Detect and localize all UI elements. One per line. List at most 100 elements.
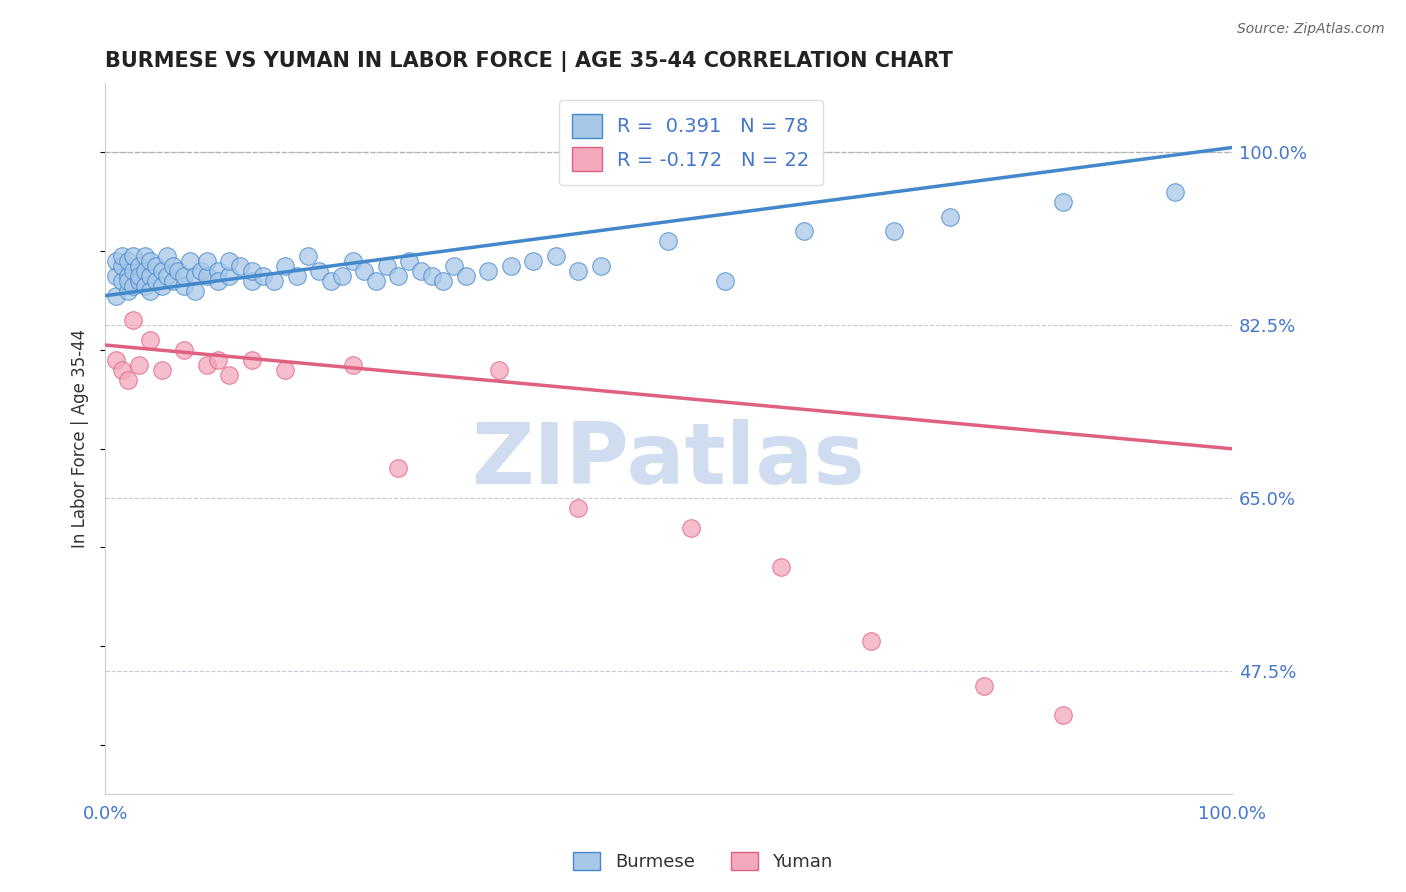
Point xyxy=(263,274,285,288)
Legend: Burmese, Yuman: Burmese, Yuman xyxy=(567,845,839,879)
Point xyxy=(122,249,145,263)
Point xyxy=(353,264,375,278)
Point xyxy=(207,274,229,288)
Point xyxy=(218,368,240,382)
Point xyxy=(488,362,510,376)
Point xyxy=(589,259,612,273)
Point xyxy=(134,278,156,293)
Point xyxy=(308,264,330,278)
Point xyxy=(274,362,297,376)
Point xyxy=(195,254,218,268)
Point xyxy=(105,254,128,268)
Point xyxy=(128,259,150,273)
Point xyxy=(122,278,145,293)
Point xyxy=(567,500,589,515)
Point xyxy=(207,352,229,367)
Point xyxy=(375,259,398,273)
Point xyxy=(567,264,589,278)
Point xyxy=(117,373,139,387)
Point xyxy=(319,274,342,288)
Point xyxy=(387,268,409,283)
Point xyxy=(342,358,364,372)
Point xyxy=(128,274,150,288)
Point xyxy=(179,254,201,268)
Point xyxy=(128,358,150,372)
Point xyxy=(409,264,432,278)
Point xyxy=(443,259,465,273)
Point xyxy=(420,268,443,283)
Point xyxy=(285,268,308,283)
Point xyxy=(139,254,162,268)
Point xyxy=(156,249,179,263)
Point xyxy=(793,225,815,239)
Point xyxy=(190,264,212,278)
Point xyxy=(432,274,454,288)
Point xyxy=(111,249,134,263)
Point xyxy=(117,254,139,268)
Point xyxy=(122,264,145,278)
Point xyxy=(117,268,139,283)
Point xyxy=(218,268,240,283)
Point xyxy=(657,235,679,249)
Point xyxy=(105,288,128,302)
Point xyxy=(111,362,134,376)
Point xyxy=(713,274,735,288)
Point xyxy=(1164,185,1187,199)
Point xyxy=(387,461,409,475)
Point xyxy=(184,268,207,283)
Point xyxy=(477,264,499,278)
Point xyxy=(364,274,387,288)
Point xyxy=(150,362,173,376)
Point xyxy=(499,259,522,273)
Point xyxy=(167,264,190,278)
Point xyxy=(117,284,139,298)
Point xyxy=(173,343,195,357)
Point xyxy=(522,254,544,268)
Point xyxy=(229,259,252,273)
Point xyxy=(1052,194,1074,209)
Point xyxy=(139,333,162,347)
Point xyxy=(162,274,184,288)
Point xyxy=(128,268,150,283)
Point xyxy=(145,274,167,288)
Point xyxy=(162,259,184,273)
Point xyxy=(134,249,156,263)
Point xyxy=(398,254,420,268)
Point xyxy=(173,278,195,293)
Point xyxy=(117,274,139,288)
Point xyxy=(111,259,134,273)
Point xyxy=(139,284,162,298)
Point xyxy=(860,634,883,648)
Text: ZIPatlas: ZIPatlas xyxy=(471,418,865,501)
Legend: R =  0.391   N = 78, R = -0.172   N = 22: R = 0.391 N = 78, R = -0.172 N = 22 xyxy=(560,100,823,185)
Point xyxy=(173,268,195,283)
Point xyxy=(139,268,162,283)
Point xyxy=(150,264,173,278)
Point xyxy=(544,249,567,263)
Point xyxy=(240,264,263,278)
Point xyxy=(184,284,207,298)
Point xyxy=(330,268,353,283)
Point xyxy=(342,254,364,268)
Point xyxy=(122,313,145,327)
Point xyxy=(105,268,128,283)
Point xyxy=(156,268,179,283)
Point xyxy=(134,264,156,278)
Text: BURMESE VS YUMAN IN LABOR FORCE | AGE 35-44 CORRELATION CHART: BURMESE VS YUMAN IN LABOR FORCE | AGE 35… xyxy=(105,51,953,71)
Point xyxy=(207,264,229,278)
Point xyxy=(939,210,962,224)
Point xyxy=(105,352,128,367)
Point xyxy=(252,268,274,283)
Point xyxy=(274,259,297,273)
Point xyxy=(454,268,477,283)
Point xyxy=(1052,708,1074,723)
Point xyxy=(240,352,263,367)
Point xyxy=(973,679,995,693)
Point xyxy=(297,249,319,263)
Point xyxy=(218,254,240,268)
Point xyxy=(240,274,263,288)
Point xyxy=(150,278,173,293)
Point xyxy=(883,225,905,239)
Point xyxy=(145,259,167,273)
Y-axis label: In Labor Force | Age 35-44: In Labor Force | Age 35-44 xyxy=(72,329,89,549)
